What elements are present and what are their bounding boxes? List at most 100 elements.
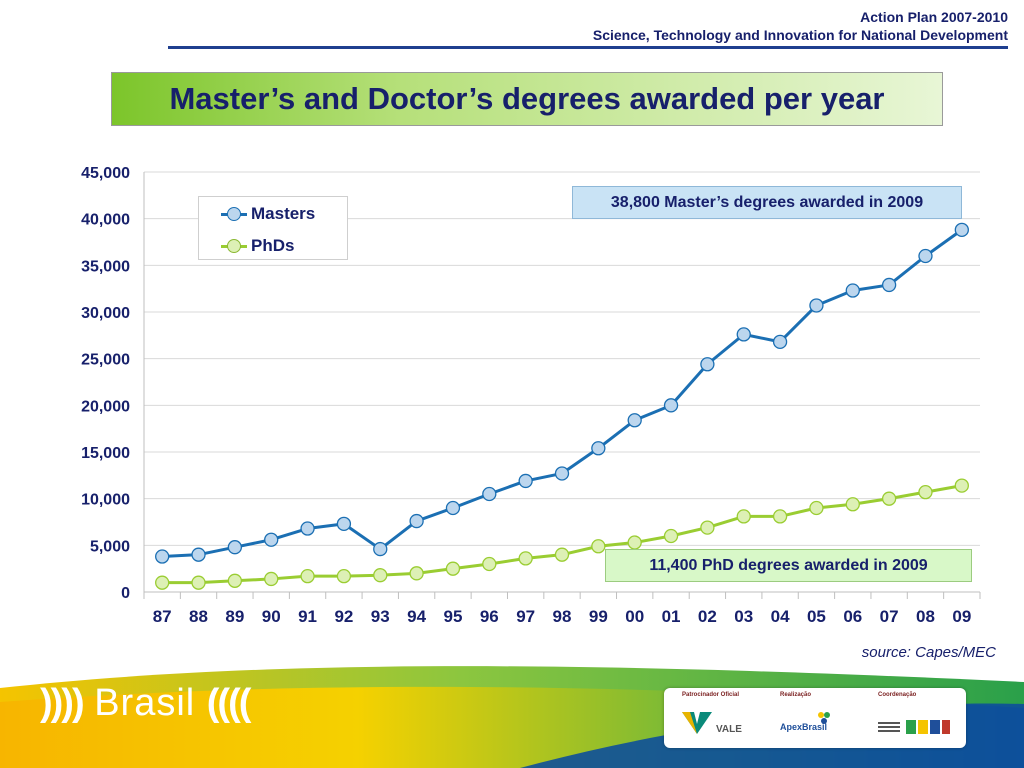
y-tick-label: 15,000 [81, 445, 130, 462]
legend-item-masters: Masters [221, 203, 315, 225]
data-point-masters [954, 222, 969, 238]
sponsor-label-realizacao: Realização [780, 692, 812, 698]
x-tick-label: 01 [662, 607, 681, 626]
x-tick-label: 97 [516, 607, 535, 626]
x-tick-label: 08 [916, 607, 935, 626]
data-point-phds [482, 556, 497, 572]
data-point-masters [409, 513, 424, 529]
data-point-masters [554, 466, 570, 481]
y-tick-label: 25,000 [81, 352, 130, 369]
source-note: source: Capes/MEC [861, 644, 996, 661]
x-tick-label: 92 [334, 607, 353, 626]
data-point-masters [772, 334, 788, 350]
data-point-masters [482, 486, 497, 502]
data-point-masters [336, 516, 352, 532]
x-tick-label: 99 [589, 607, 608, 626]
x-tick-label: 03 [734, 607, 753, 626]
y-tick-label: 30,000 [81, 305, 130, 322]
phds-annotation: 11,400 PhD degrees awarded in 2009 [605, 549, 972, 582]
x-tick-label: 06 [843, 607, 862, 626]
data-point-phds [554, 547, 570, 562]
x-tick-label: 07 [880, 607, 899, 626]
slide-title-box: Master’s and Doctor’s degrees awarded pe… [111, 72, 943, 126]
data-point-masters [373, 541, 388, 557]
apexbrasil-mark-icon [818, 712, 830, 724]
header-line-1: Action Plan 2007-2010 [860, 9, 1008, 25]
data-point-phds [155, 575, 170, 590]
data-point-masters [591, 441, 606, 456]
sponsor-label-official: Patrocinador Oficial [682, 692, 740, 698]
data-point-phds [518, 551, 533, 566]
series-line-masters [162, 228, 963, 559]
data-point-phds [300, 568, 315, 584]
sound-waves-icon-right: (((( [206, 682, 252, 724]
data-point-masters [736, 327, 751, 342]
x-tick-label: 89 [225, 607, 244, 626]
y-tick-label: 35,000 [81, 258, 130, 275]
data-point-phds [881, 491, 897, 506]
header-line-2: Science, Technology and Innovation for N… [592, 27, 1008, 43]
x-tick-label: 00 [625, 607, 644, 626]
data-point-phds [736, 509, 751, 524]
sponsor-panel: Patrocinador Oficial Realização Coordena… [664, 688, 966, 748]
x-tick-label: 98 [553, 607, 572, 626]
x-tick-label: 87 [153, 607, 172, 626]
data-point-phds [918, 484, 933, 500]
x-tick-label: 93 [371, 607, 390, 626]
data-point-masters [227, 540, 243, 555]
data-point-phds [954, 478, 969, 493]
data-point-masters [300, 521, 315, 536]
phds-marker-icon [227, 239, 241, 253]
x-tick-label: 04 [771, 607, 790, 626]
sound-waves-icon: )))) [40, 682, 85, 724]
sponsor-label-coordenacao: Coordenação [878, 692, 917, 698]
data-point-phds [373, 568, 388, 583]
data-point-phds [809, 500, 824, 516]
vale-logo-icon [682, 712, 712, 734]
y-tick-label: 0 [121, 585, 130, 602]
y-tick-label: 40,000 [81, 212, 130, 229]
brasil-brand-logo: )))) Brasil (((( [40, 682, 252, 725]
legend-label-masters: Masters [251, 204, 316, 223]
x-tick-label: 05 [807, 607, 826, 626]
data-point-masters [918, 248, 933, 264]
y-tick-label: 5,000 [90, 538, 130, 555]
data-point-masters [518, 473, 533, 489]
line-chart: 0 5,000 10,000 15,000 20,000 25,000 30,000 35,0… [81, 165, 981, 626]
data-point-phds [227, 573, 243, 588]
data-point-masters [264, 532, 279, 547]
header-divider [168, 46, 1008, 49]
data-point-masters [809, 298, 824, 313]
x-tick-label: 91 [298, 607, 317, 626]
slide-title: Master’s and Doctor’s degrees awarded pe… [169, 81, 885, 116]
legend-label-phds: PhDs [251, 236, 295, 255]
chart-legend: Masters PhDs [198, 196, 348, 260]
y-tick-label: 20,000 [81, 398, 130, 415]
data-point-masters [191, 547, 206, 562]
data-point-phds [591, 539, 606, 554]
data-point-masters [155, 549, 170, 564]
data-point-masters [845, 283, 860, 298]
x-tick-label: 95 [443, 607, 462, 626]
header-title: Action Plan 2007-2010 Science, Technolog… [593, 8, 1008, 44]
data-point-masters [627, 413, 642, 428]
data-point-phds [445, 561, 461, 576]
data-point-phds [627, 535, 642, 550]
data-point-phds [845, 497, 860, 512]
x-tick-label: 02 [698, 607, 717, 626]
legend-item-phds: PhDs [221, 235, 294, 257]
x-tick-label: 96 [480, 607, 499, 626]
masters-marker-icon [227, 207, 241, 221]
data-point-phds [264, 571, 279, 587]
vale-logo-text: VALE [716, 724, 742, 735]
data-point-masters [700, 357, 715, 372]
data-point-phds [772, 509, 788, 524]
data-point-masters [881, 277, 897, 293]
x-tick-label: 88 [189, 607, 208, 626]
data-point-phds [663, 528, 679, 544]
data-point-phds [700, 520, 715, 535]
x-tick-label: 09 [952, 607, 971, 626]
data-point-masters [445, 500, 461, 516]
brasil-brand-text: Brasil [94, 682, 196, 724]
data-point-phds [409, 566, 424, 581]
